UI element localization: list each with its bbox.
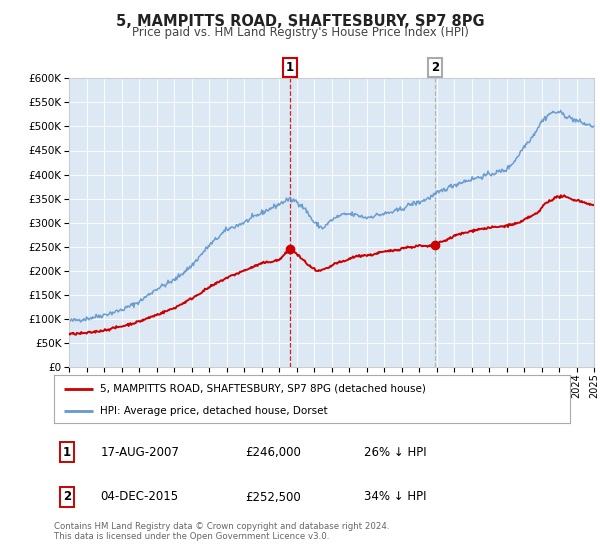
Text: 26% ↓ HPI: 26% ↓ HPI [364, 446, 426, 459]
Text: 1: 1 [286, 61, 294, 74]
Text: 1: 1 [63, 446, 71, 459]
Text: 2: 2 [431, 61, 439, 74]
Text: 17-AUG-2007: 17-AUG-2007 [100, 446, 179, 459]
Text: 34% ↓ HPI: 34% ↓ HPI [364, 491, 426, 503]
Text: £246,000: £246,000 [245, 446, 301, 459]
Text: 5, MAMPITTS ROAD, SHAFTESBURY, SP7 8PG (detached house): 5, MAMPITTS ROAD, SHAFTESBURY, SP7 8PG (… [100, 384, 427, 394]
Text: HPI: Average price, detached house, Dorset: HPI: Average price, detached house, Dors… [100, 406, 328, 416]
Text: Contains HM Land Registry data © Crown copyright and database right 2024.: Contains HM Land Registry data © Crown c… [54, 522, 389, 531]
Text: Price paid vs. HM Land Registry's House Price Index (HPI): Price paid vs. HM Land Registry's House … [131, 26, 469, 39]
Text: £252,500: £252,500 [245, 491, 301, 503]
Text: 04-DEC-2015: 04-DEC-2015 [100, 491, 179, 503]
Text: This data is licensed under the Open Government Licence v3.0.: This data is licensed under the Open Gov… [54, 532, 329, 541]
Text: 5, MAMPITTS ROAD, SHAFTESBURY, SP7 8PG: 5, MAMPITTS ROAD, SHAFTESBURY, SP7 8PG [116, 14, 484, 29]
Text: 2: 2 [63, 491, 71, 503]
